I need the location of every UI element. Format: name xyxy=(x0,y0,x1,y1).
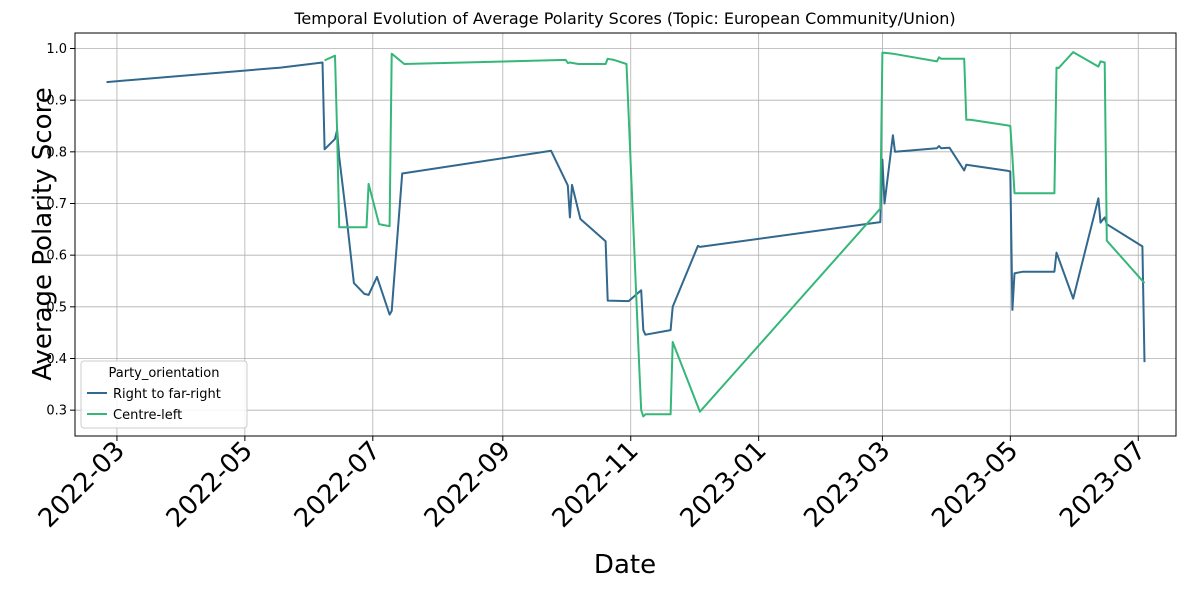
y-tick-label: 0.3 xyxy=(46,404,67,419)
gridlines xyxy=(75,33,1176,436)
legend-box xyxy=(80,360,248,429)
legend-title: Party_orientation xyxy=(109,366,220,381)
x-tick-label: 2023-05 xyxy=(926,436,1024,534)
x-tick-label: 2023-07 xyxy=(1054,436,1152,534)
y-tick-label: 0.5 xyxy=(46,300,67,315)
series-line-centre-left xyxy=(324,51,1146,418)
y-tick-label: 0.8 xyxy=(46,145,67,160)
x-tick-label: 2022-03 xyxy=(33,436,131,534)
x-axis-label: Date xyxy=(594,550,656,580)
chart-title: Temporal Evolution of Average Polarity S… xyxy=(293,9,955,28)
legend: Party_orientation Right to far-right Cen… xyxy=(80,360,248,429)
y-tick-label: 0.6 xyxy=(46,249,67,264)
legend-label-centre-left: Centre-left xyxy=(113,408,182,423)
x-axis: 2022-03 2022-05 2022-07 2022-09 2022-11 2023-… xyxy=(33,436,1152,534)
x-tick-label: 2023-01 xyxy=(675,436,773,534)
y-axis: 0.3 0.4 0.5 0.6 0.7 0.8 0.9 1.0 xyxy=(46,42,75,419)
x-tick-label: 2022-11 xyxy=(547,436,645,534)
x-tick-label: 2022-07 xyxy=(289,436,387,534)
series-layer xyxy=(106,51,1146,418)
y-tick-label: 0.9 xyxy=(46,94,67,109)
x-tick-label: 2023-03 xyxy=(798,436,896,534)
y-axis-label: Average Polarity Score xyxy=(28,87,58,380)
plot-area-frame xyxy=(74,32,1177,437)
y-tick-label: 0.4 xyxy=(46,352,67,367)
legend-label-right-to-far-right: Right to far-right xyxy=(113,387,221,402)
x-tick-label: 2022-09 xyxy=(419,436,517,534)
y-tick-label: 1.0 xyxy=(46,42,67,57)
series-line-right-to-far-right xyxy=(106,61,1146,363)
x-tick-label: 2022-05 xyxy=(161,436,259,534)
y-tick-label: 0.7 xyxy=(46,197,67,212)
